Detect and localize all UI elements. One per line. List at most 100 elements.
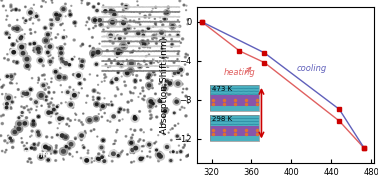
Circle shape <box>122 21 125 25</box>
Circle shape <box>50 115 52 117</box>
Circle shape <box>151 69 152 70</box>
Circle shape <box>64 30 65 31</box>
Circle shape <box>171 44 173 46</box>
Circle shape <box>98 3 99 5</box>
Circle shape <box>94 48 102 56</box>
Circle shape <box>6 15 8 17</box>
Circle shape <box>118 153 120 155</box>
Circle shape <box>21 112 23 113</box>
Circle shape <box>83 60 85 62</box>
Circle shape <box>162 36 165 39</box>
Circle shape <box>92 5 95 8</box>
Circle shape <box>114 150 115 151</box>
Circle shape <box>64 144 69 149</box>
Circle shape <box>53 150 57 154</box>
Circle shape <box>142 30 143 32</box>
Circle shape <box>147 98 155 105</box>
Circle shape <box>65 3 66 5</box>
Circle shape <box>37 92 45 99</box>
Circle shape <box>156 116 158 118</box>
Circle shape <box>69 92 70 93</box>
Circle shape <box>167 6 170 8</box>
Circle shape <box>88 28 90 30</box>
Circle shape <box>7 54 8 55</box>
Circle shape <box>144 16 146 17</box>
Circle shape <box>171 80 172 81</box>
Circle shape <box>71 5 72 6</box>
Circle shape <box>187 102 189 104</box>
Circle shape <box>160 71 161 72</box>
Circle shape <box>123 73 124 74</box>
Circle shape <box>50 64 51 65</box>
Circle shape <box>10 100 14 104</box>
Circle shape <box>185 53 187 55</box>
Circle shape <box>155 148 158 152</box>
Circle shape <box>111 21 114 24</box>
Circle shape <box>84 79 85 81</box>
Circle shape <box>51 122 52 123</box>
Circle shape <box>62 36 65 38</box>
Circle shape <box>65 36 67 38</box>
Circle shape <box>109 34 112 37</box>
Circle shape <box>81 0 83 1</box>
Circle shape <box>151 75 152 76</box>
Circle shape <box>80 65 83 67</box>
Circle shape <box>5 106 8 109</box>
Circle shape <box>57 134 58 136</box>
Circle shape <box>23 107 25 109</box>
Circle shape <box>59 80 60 81</box>
Circle shape <box>143 158 144 159</box>
Circle shape <box>111 101 112 102</box>
Circle shape <box>56 47 57 48</box>
Circle shape <box>60 85 61 86</box>
Circle shape <box>111 104 113 106</box>
Circle shape <box>67 101 74 108</box>
Circle shape <box>140 93 141 94</box>
Circle shape <box>101 156 103 158</box>
Circle shape <box>57 34 59 35</box>
Circle shape <box>140 158 142 160</box>
Circle shape <box>15 97 16 98</box>
Circle shape <box>167 68 169 69</box>
Circle shape <box>143 132 144 133</box>
Circle shape <box>92 54 93 55</box>
Circle shape <box>21 91 26 96</box>
Circle shape <box>133 80 137 83</box>
Circle shape <box>45 32 51 37</box>
Circle shape <box>130 92 132 94</box>
Circle shape <box>119 108 121 110</box>
Circle shape <box>69 153 71 155</box>
Bar <box>209 85 259 95</box>
Circle shape <box>147 156 148 157</box>
Circle shape <box>30 98 32 100</box>
Circle shape <box>168 83 171 85</box>
Circle shape <box>146 25 151 31</box>
Circle shape <box>68 147 70 149</box>
Circle shape <box>70 92 78 99</box>
Circle shape <box>36 110 37 111</box>
Circle shape <box>163 133 165 135</box>
Circle shape <box>128 42 129 44</box>
Circle shape <box>8 24 11 27</box>
Circle shape <box>82 44 84 45</box>
Circle shape <box>96 50 100 54</box>
Circle shape <box>62 150 65 153</box>
Circle shape <box>30 136 31 137</box>
Circle shape <box>94 102 99 107</box>
Circle shape <box>46 51 49 54</box>
Circle shape <box>22 17 24 19</box>
Circle shape <box>50 153 52 154</box>
Circle shape <box>69 103 72 106</box>
Circle shape <box>81 60 84 62</box>
Circle shape <box>78 84 79 85</box>
Circle shape <box>165 12 167 14</box>
Circle shape <box>39 157 41 159</box>
Circle shape <box>121 93 122 95</box>
Circle shape <box>10 75 12 78</box>
Circle shape <box>37 51 40 53</box>
Circle shape <box>107 8 115 15</box>
Circle shape <box>25 57 29 61</box>
Circle shape <box>100 103 106 109</box>
Circle shape <box>45 109 53 116</box>
Circle shape <box>149 54 150 55</box>
